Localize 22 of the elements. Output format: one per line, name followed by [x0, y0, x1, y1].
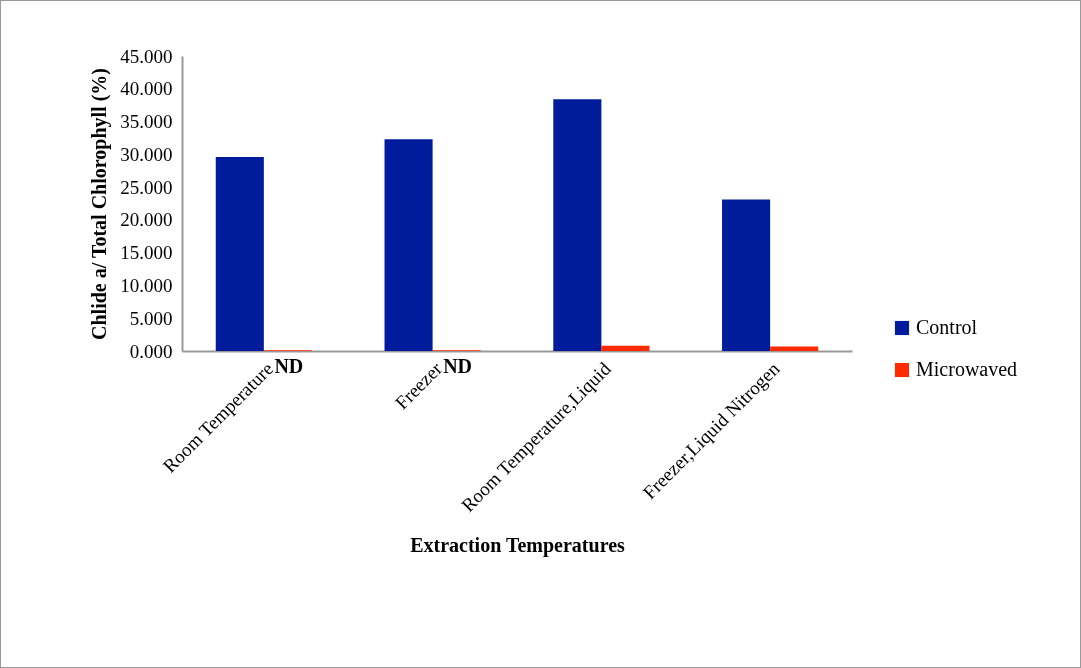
x-axis-title: Extraction Temperatures: [410, 534, 626, 558]
y-tick-label: 20.000: [120, 209, 173, 231]
annotation: ND: [443, 355, 473, 377]
bar: [722, 199, 771, 351]
y-tick-label: 30.000: [120, 143, 173, 165]
y-tick-label: 25.000: [120, 176, 173, 198]
bar: [770, 346, 819, 351]
y-tick-label: 10.000: [120, 274, 173, 296]
y-tick-label: 35.000: [120, 111, 173, 133]
y-tick-label: 5.000: [129, 307, 173, 329]
y-axis-title: Chlide a/ Total Chlorophyll (%): [88, 68, 112, 340]
y-tick-label: 40.000: [120, 78, 173, 100]
y-tick-label: 45.000: [120, 45, 173, 67]
bar: [215, 156, 264, 351]
bar: [601, 345, 650, 351]
bar: [384, 139, 433, 351]
annotation: ND: [274, 355, 304, 377]
y-tick-label: 0.000: [129, 340, 173, 362]
legend-label: Microwaved: [916, 358, 1018, 380]
bar: [553, 99, 602, 351]
legend-label: Control: [916, 316, 978, 338]
y-tick-label: 15.000: [120, 242, 173, 264]
